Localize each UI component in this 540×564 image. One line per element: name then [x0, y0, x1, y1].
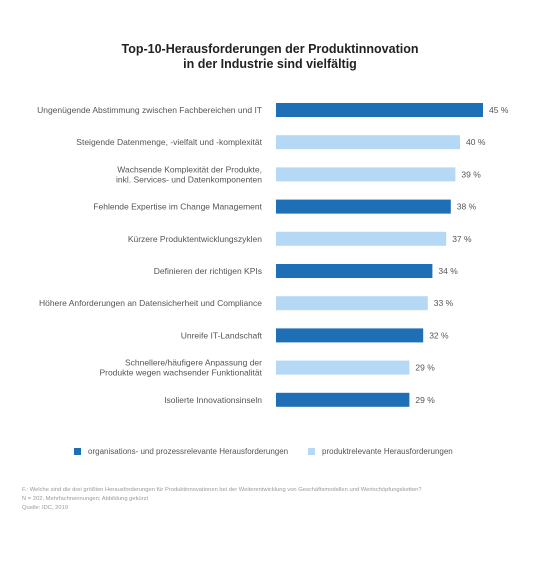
bar-6 [276, 264, 433, 278]
category-label-6: Definieren der richtigen KPIs [154, 266, 262, 276]
category-label-8: Unreife IT-Landschaft [181, 330, 263, 340]
bar-2 [276, 135, 460, 150]
value-label-3: 39 % [461, 169, 481, 179]
chart-title-line-2: in der Industrie sind vielfältig [183, 57, 357, 71]
value-label-10: 29 % [415, 395, 435, 405]
value-label-8: 32 % [429, 330, 449, 340]
footnote-question: F.: Welche sind die drei größten Herausf… [22, 487, 422, 493]
footnote-source: Quelle: IDC, 2019 [22, 505, 69, 511]
legend-swatch-organisation [74, 448, 81, 455]
category-label-4: Fehlende Expertise im Change Management [93, 202, 262, 212]
legend-label-produkt: produktrelevante Herausforderungen [322, 447, 453, 456]
value-label-9: 29 % [415, 363, 435, 373]
chart-title: Top-10-Herausforderungen der Produktinno… [0, 42, 540, 72]
legend-item-organisation: organisations- und prozessrelevante Hera… [74, 447, 288, 456]
value-label-7: 33 % [434, 298, 454, 308]
bar-4 [276, 199, 451, 214]
bar-10 [276, 392, 410, 407]
chart-title-line-1: Top-10-Herausforderungen der Produktinno… [121, 42, 419, 56]
bar-9 [276, 360, 410, 375]
category-label-7: Höhere Anforderungen an Datensicherheit … [39, 298, 262, 308]
category-label-3: Wachsende Komplexität der Produkte, inkl.… [116, 164, 262, 184]
value-label-2: 40 % [466, 137, 486, 147]
footnotes: F.: Welche sind die drei größten Herausf… [22, 486, 422, 513]
bar-chart: 45 % Ungenügende Abstimmung zwischen Fach… [37, 103, 509, 407]
legend-swatch-produkt [308, 448, 315, 455]
category-label-5: Kürzere Produktentwicklungszyklen [128, 234, 262, 244]
value-label-5: 37 % [452, 234, 472, 244]
bar-8 [276, 328, 424, 343]
legend-label-organisation: organisations- und prozessrelevante Hera… [88, 447, 289, 456]
value-label-4: 38 % [457, 202, 477, 212]
legend-item-produkt: produktrelevante Herausforderungen [308, 447, 453, 456]
bar-1 [276, 103, 483, 117]
value-label-6: 34 % [438, 266, 458, 276]
category-label-1: Ungenügende Abstimmung zwischen Fachbere… [37, 105, 262, 115]
bar-3 [276, 167, 456, 182]
category-label-9: Schnellere/häufigere Anpassung der Produk… [99, 358, 262, 378]
category-label-2: Steigende Datenmenge, -vielfalt und -kom… [76, 137, 262, 147]
value-label-1: 45 % [489, 105, 509, 115]
category-label-10: Isolierte Innovationsinseln [164, 395, 262, 405]
bar-7 [276, 296, 428, 311]
footnote-sample: N = 202, Mehrfachnennungen; Abbildung ge… [22, 496, 149, 502]
bar-5 [276, 231, 447, 246]
